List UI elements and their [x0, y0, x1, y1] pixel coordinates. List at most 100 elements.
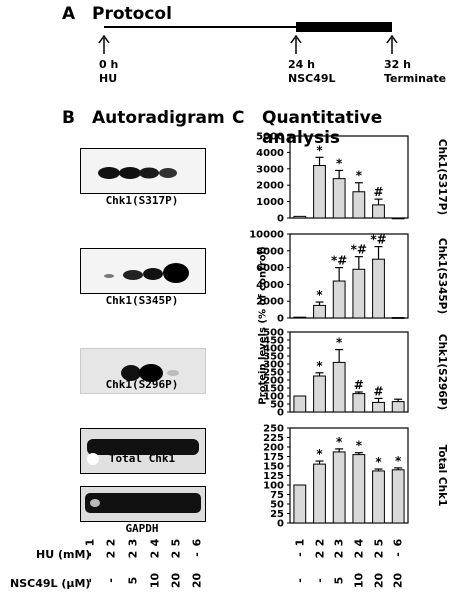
significance-mark: * — [356, 439, 363, 453]
arrow-up-icon — [98, 34, 110, 54]
plot-frame — [289, 427, 409, 524]
hu-value: 2 — [352, 550, 366, 559]
bar — [293, 215, 307, 219]
significance-mark: * — [395, 454, 402, 468]
bar — [391, 217, 405, 220]
y-tick-label: 175 — [263, 452, 284, 463]
significance-mark: # — [373, 384, 383, 398]
y-tick-label: 2000 — [256, 181, 284, 192]
hu-value: - — [293, 552, 307, 557]
bar — [332, 451, 346, 524]
chart-title: Chk1(S317P) — [436, 139, 448, 215]
nsc-value: 10 — [148, 572, 162, 589]
blot-caption: GAPDH — [125, 522, 159, 535]
bar — [332, 361, 346, 413]
blot-caption: Chk1(S317P) — [105, 194, 179, 207]
hu-value: 2 — [148, 550, 162, 559]
blot-total-chk1 — [80, 428, 206, 474]
y-tick-label: 200 — [263, 443, 284, 454]
bar — [293, 395, 307, 413]
significance-mark: * — [356, 169, 363, 183]
significance-mark: *# — [351, 243, 367, 257]
y-tick-label: 1000 — [256, 197, 284, 208]
panel-a-letter: A — [62, 4, 76, 24]
panel-b-title: Autoradigram — [92, 108, 225, 128]
nsc-value: 20 — [391, 572, 405, 589]
significance-mark: # — [354, 378, 364, 392]
chart-panel-1: 0 1000 2000 3000 4000 5000 * * * # Chk1(S317P) — [256, 132, 448, 225]
hu-value: 2 — [332, 550, 346, 559]
nsc-value: 20 — [169, 572, 183, 589]
hu-value: 2 — [104, 550, 118, 559]
y-tick-label: 100 — [263, 392, 284, 403]
blot-gapdh — [80, 486, 206, 522]
blot-caption: Chk1(S296P) — [105, 378, 179, 391]
y-tick-label: 100 — [263, 481, 284, 492]
bar — [313, 165, 326, 219]
y-tick-label: 0 — [277, 314, 284, 325]
significance-mark: * — [316, 288, 323, 302]
y-tick-label: 450 — [263, 336, 284, 347]
y-tick-label: 0 — [277, 408, 284, 419]
significance-mark: # — [373, 185, 383, 199]
y-tick-label: 50 — [270, 400, 284, 411]
bar — [293, 316, 307, 319]
nsc-value: 20 — [190, 572, 204, 589]
y-tick-label: 400 — [263, 344, 284, 355]
timeline-thick — [296, 22, 392, 32]
arrow-up-icon — [386, 34, 398, 54]
y-tick-label: 10000 — [249, 230, 284, 241]
bar — [372, 470, 385, 524]
bar — [313, 375, 326, 413]
panel-c-title: Quantitative analysis — [262, 108, 383, 148]
significance-mark: * — [316, 359, 323, 373]
blot-chk1-s296p — [80, 348, 206, 394]
significance-mark: * — [336, 156, 343, 170]
blot-caption: Total Chk1 — [108, 452, 176, 465]
hu-value: - — [190, 552, 204, 557]
y-tick-label: 0 — [277, 519, 284, 530]
hu-value: 2 — [126, 550, 140, 559]
blot-chk1-s345p — [80, 248, 206, 294]
nsc-value: 20 — [372, 572, 385, 589]
y-tick-label: 2000 — [256, 297, 284, 308]
y-tick-label: 200 — [263, 376, 284, 387]
y-tick-label: 225 — [263, 433, 284, 444]
hu-value: 2 — [372, 550, 385, 559]
bar — [313, 463, 326, 524]
plot-frame — [289, 135, 409, 219]
bar — [352, 268, 366, 319]
arrow-up-icon — [290, 34, 302, 54]
y-tick-label: 50 — [270, 500, 284, 511]
plot-frame — [289, 331, 409, 413]
y-tick-label: 4000 — [256, 280, 284, 291]
hu-value: 2 — [313, 550, 326, 559]
bar — [372, 204, 385, 219]
nsc-value: - — [293, 578, 307, 583]
bar — [372, 258, 385, 319]
bar — [352, 191, 366, 219]
bar — [391, 401, 405, 413]
y-tick-label: 0 — [277, 214, 284, 225]
y-tick-label: 5000 — [256, 132, 284, 143]
significance-mark: * — [375, 455, 382, 469]
y-tick-label: 150 — [263, 384, 284, 395]
y-tick-label: 4000 — [256, 148, 284, 159]
nsc-value: 5 — [332, 576, 346, 585]
y-tick-label: 6000 — [256, 263, 284, 274]
blot-caption: Chk1(S345P) — [105, 294, 179, 307]
bar — [352, 393, 366, 413]
nsc-value: 5 — [126, 576, 140, 585]
y-tick-label: 300 — [263, 360, 284, 371]
bar — [332, 280, 346, 319]
y-tick-label: 250 — [263, 424, 284, 435]
bar — [332, 178, 346, 219]
significance-mark: * — [336, 336, 343, 350]
y-tick-label: 8000 — [256, 246, 284, 257]
t2-label: Terminate — [384, 72, 447, 85]
panel-c-letter: C — [232, 108, 245, 128]
